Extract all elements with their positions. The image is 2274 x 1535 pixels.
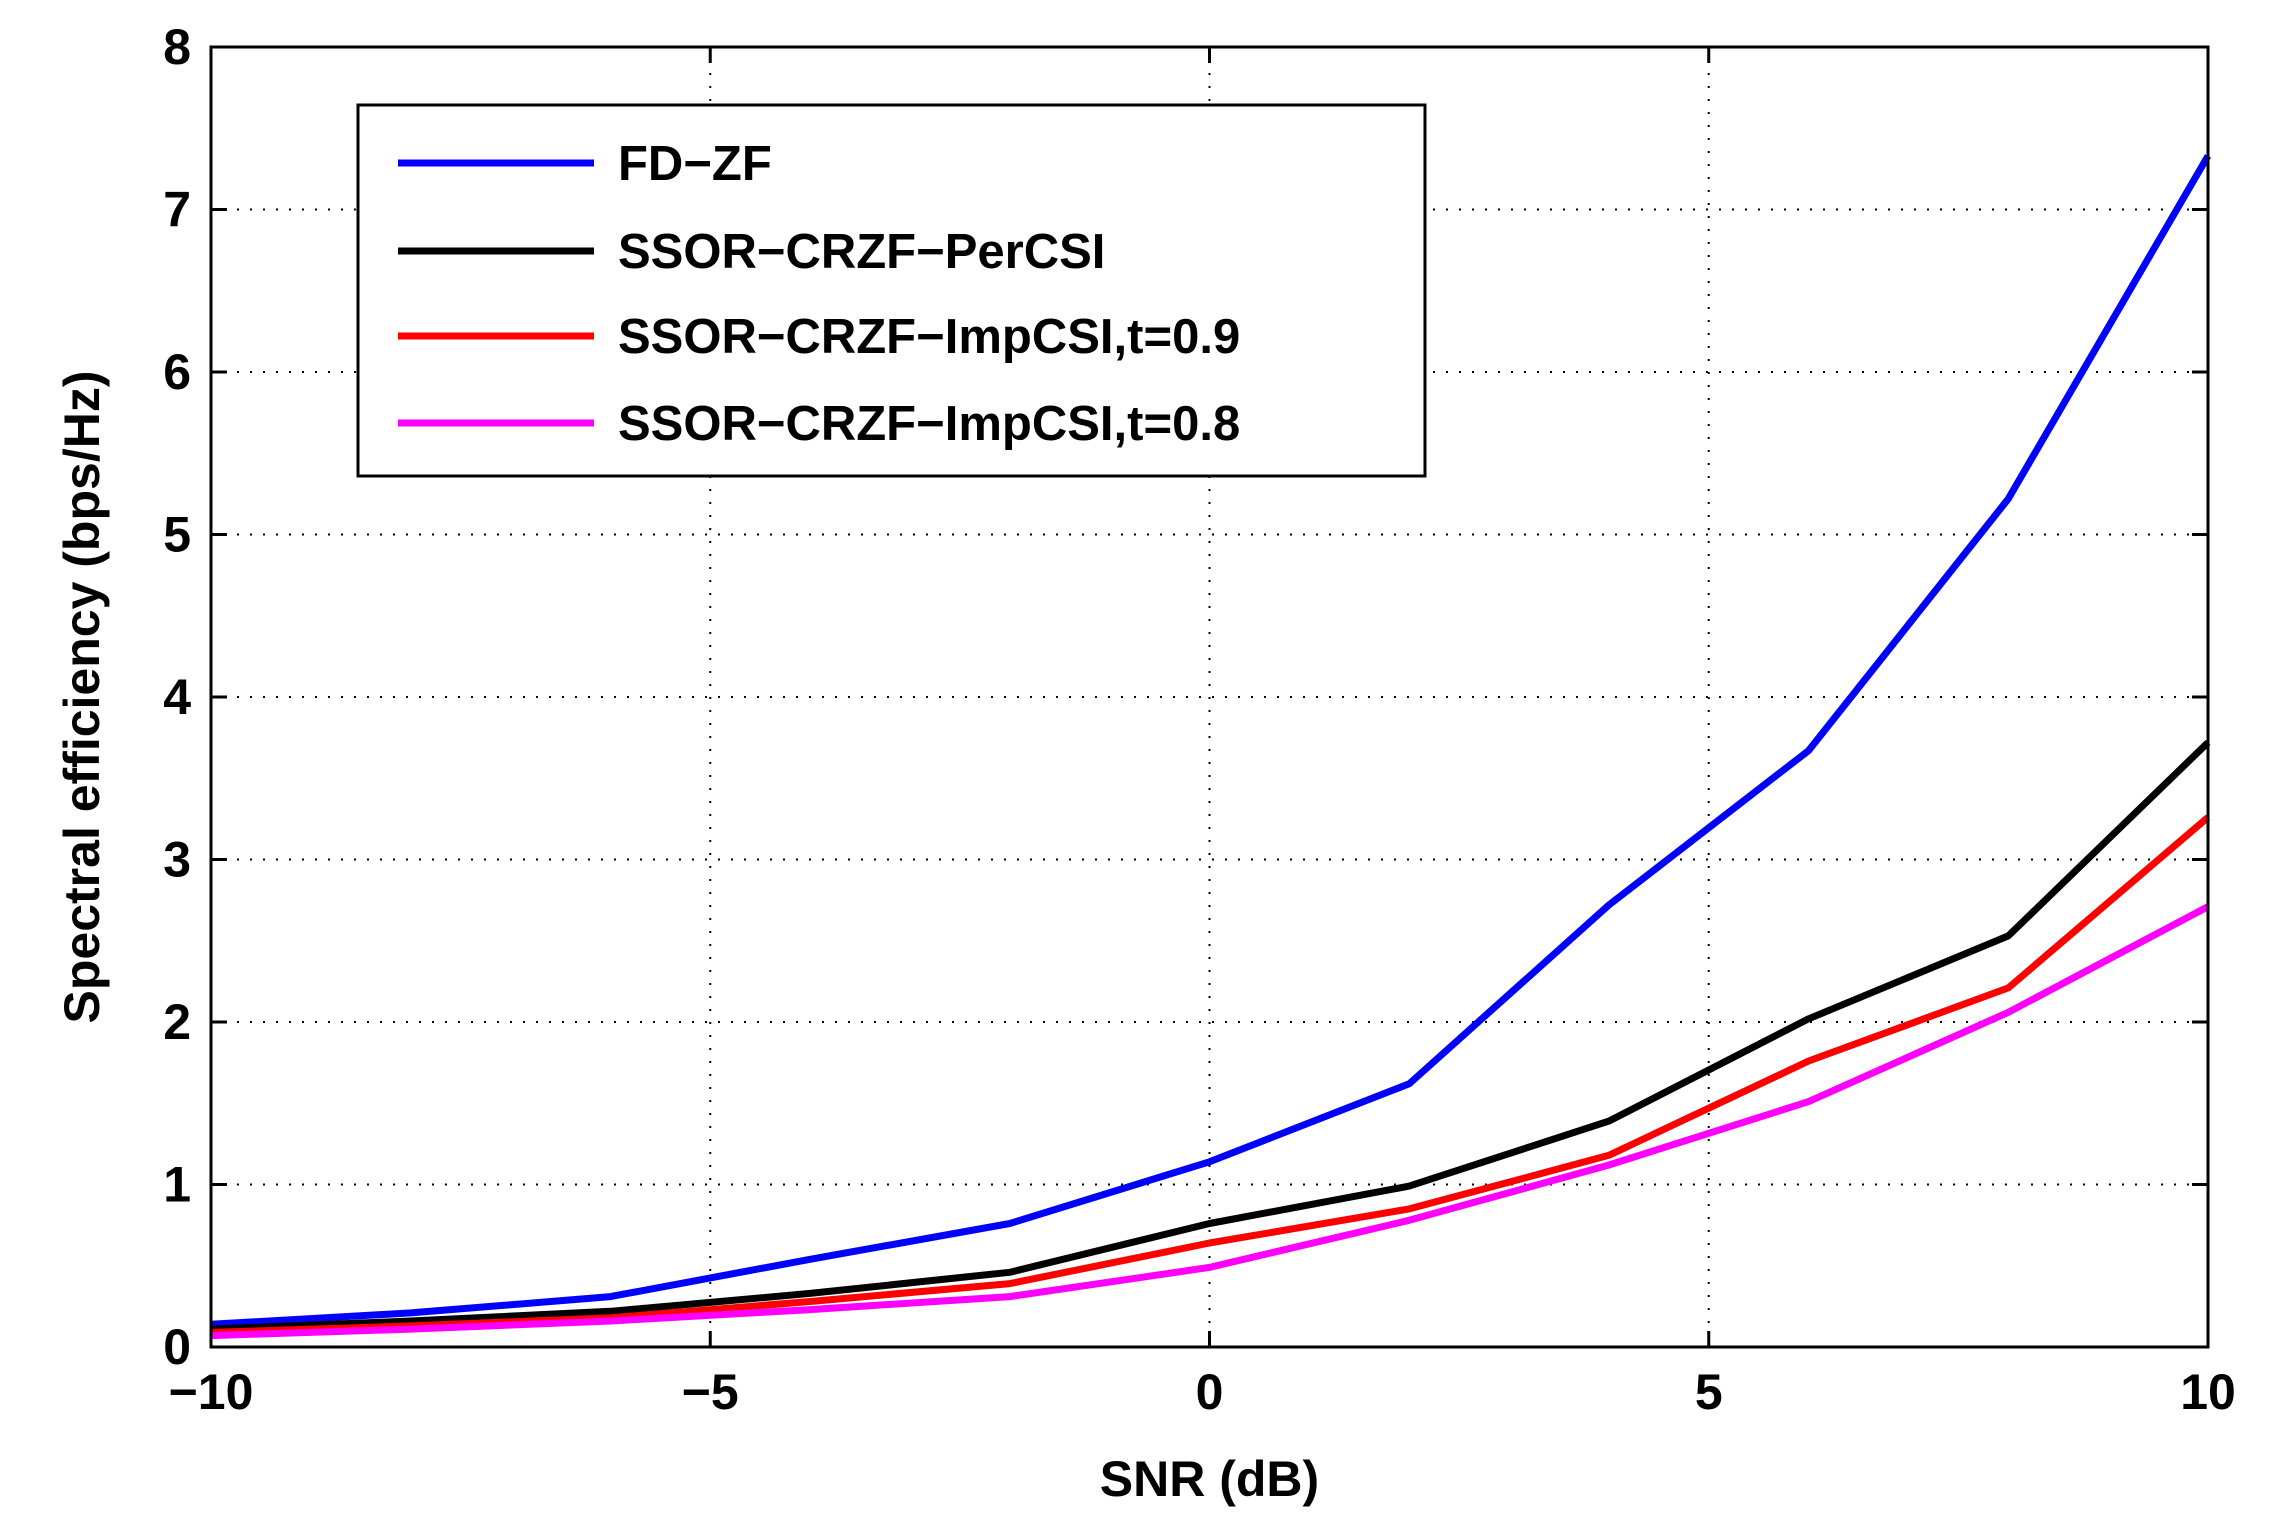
legend-label: FD−ZF [618, 137, 772, 191]
series-line-4 [210, 903, 2210, 1340]
y-tick-label: 7 [163, 182, 191, 238]
tick-labels: −10 −5 0 5 10 0 1 2 3 4 5 6 7 8 [163, 19, 2236, 1420]
ticks [209, 45, 2210, 1349]
legend: FD−ZF SSOR−CRZF−PerCSI SSOR−CRZF−ImpCSI,… [356, 103, 1427, 478]
y-tick-label: 3 [163, 832, 191, 888]
x-tick-label: 10 [2180, 1364, 2236, 1420]
x-tick-label: −5 [682, 1364, 739, 1420]
x-tick-label: 5 [1695, 1364, 1723, 1420]
y-tick-label: 4 [163, 669, 191, 725]
y-tick-label: 2 [163, 994, 191, 1050]
legend-label: SSOR−CRZF−ImpCSI,t=0.9 [618, 310, 1240, 364]
series-line-1 [210, 154, 2212, 1328]
y-tick-label: 0 [163, 1319, 191, 1375]
legend-box [356, 103, 1427, 478]
series-group [210, 154, 2212, 1340]
y-axis-label: Spectral efficiency (bps/Hz) [54, 371, 110, 1024]
y-tick-label: 8 [163, 19, 191, 75]
series-line-2 [210, 739, 2211, 1333]
legend-label: SSOR−CRZF−ImpCSI,t=0.8 [618, 397, 1240, 451]
y-tick-label: 1 [163, 1157, 191, 1213]
x-axis-label: SNR (dB) [1100, 1451, 1319, 1507]
y-tick-label: 6 [163, 344, 191, 400]
x-tick-label: −10 [169, 1364, 254, 1420]
grid [211, 47, 2208, 1347]
y-tick-label: 5 [163, 507, 191, 563]
x-tick-label: 0 [1196, 1364, 1224, 1420]
legend-label: SSOR−CRZF−PerCSI [618, 225, 1105, 279]
